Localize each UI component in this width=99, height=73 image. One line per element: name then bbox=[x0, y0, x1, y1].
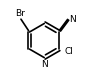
Text: N: N bbox=[69, 15, 76, 24]
Text: Cl: Cl bbox=[64, 47, 73, 56]
Text: Br: Br bbox=[15, 9, 25, 18]
Text: N: N bbox=[41, 60, 48, 69]
